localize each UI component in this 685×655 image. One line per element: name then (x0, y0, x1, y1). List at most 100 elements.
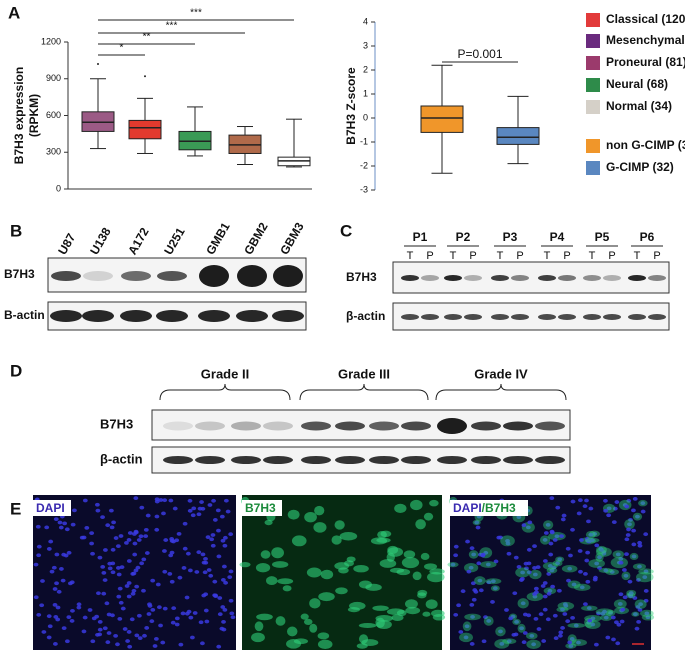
nucleus (588, 532, 594, 537)
nucleus (643, 589, 649, 593)
nucleus (470, 615, 475, 619)
nucleus (468, 565, 474, 570)
lane-label: T (450, 250, 457, 262)
cell-stain (640, 609, 654, 617)
nucleus (212, 518, 218, 522)
nucleus (141, 588, 146, 593)
nucleus (586, 519, 591, 524)
annotation: ** (143, 32, 151, 43)
nucleus (567, 640, 573, 645)
nucleus (583, 571, 588, 576)
nucleus (626, 498, 632, 503)
cell-stain (405, 606, 421, 615)
nucleus (590, 622, 596, 627)
cell-stain (318, 592, 335, 602)
nucleus (136, 538, 142, 542)
nucleus (51, 565, 57, 570)
cell-stain (386, 608, 405, 615)
nucleus (582, 504, 588, 509)
cell-stain (472, 519, 481, 526)
lane-label: P (563, 250, 570, 262)
nucleus (139, 561, 145, 566)
nucleus (203, 556, 208, 561)
label-part: /B7H3 (482, 501, 516, 515)
cell-stain (515, 567, 531, 578)
nucleus (492, 586, 498, 591)
nucleus (103, 548, 108, 552)
nucleus (57, 520, 63, 525)
nucleus (570, 615, 576, 620)
outlier (144, 75, 146, 78)
outlier (97, 63, 99, 66)
nucleus (205, 535, 211, 540)
nucleus (605, 635, 611, 640)
legend-label: Normal (34) (606, 99, 672, 113)
cell-stain (567, 622, 586, 629)
cell-stain (500, 535, 515, 547)
cell-stain (334, 520, 345, 530)
cell-stain (422, 611, 431, 617)
nucleus (102, 626, 108, 631)
nucleus (483, 615, 488, 620)
cell-stain (376, 620, 392, 630)
nucleus (124, 584, 130, 588)
nucleus (40, 579, 45, 583)
nucleus (481, 639, 487, 644)
nucleus (554, 534, 560, 539)
nucleus (131, 588, 137, 593)
nucleus (577, 498, 583, 503)
cell-stain (543, 587, 557, 595)
legend-swatch (586, 100, 600, 114)
nucleus (228, 532, 234, 537)
cell-stain (317, 632, 330, 640)
nucleus (619, 619, 625, 624)
cell-stain (483, 616, 494, 626)
nucleus (116, 572, 122, 577)
blot-band (464, 314, 482, 320)
blot-band (335, 456, 365, 464)
nucleus (512, 591, 518, 596)
nucleus (111, 520, 116, 525)
nucleus (127, 644, 133, 649)
nucleus (609, 570, 615, 574)
y-tick-label: 1200 (41, 36, 61, 46)
nucleus (458, 630, 464, 634)
cell-stain (585, 537, 600, 543)
nucleus (453, 544, 459, 549)
y-tick-label: 0 (56, 183, 61, 193)
nucleus (486, 619, 492, 623)
nucleus (189, 635, 195, 640)
cell-stain (304, 511, 317, 523)
cell-stain (271, 547, 284, 559)
blot-band (471, 421, 501, 431)
cell-stain (391, 614, 404, 621)
cell-stain (605, 609, 616, 617)
nucleus (624, 537, 630, 542)
nucleus (158, 623, 163, 628)
cell-stain (595, 608, 614, 615)
nucleus (560, 607, 565, 612)
nucleus (644, 611, 650, 616)
nucleus (594, 561, 600, 566)
nucleus (506, 551, 512, 556)
nucleus (612, 506, 618, 511)
nucleus (525, 525, 531, 530)
nucleus (150, 578, 156, 583)
nucleus (200, 641, 205, 646)
nucleus (506, 639, 512, 644)
nucleus (178, 642, 184, 647)
nucleus (636, 620, 642, 624)
nucleus (637, 543, 643, 548)
nucleus (132, 541, 138, 546)
nucleus (139, 505, 145, 510)
nucleus (216, 528, 221, 533)
nucleus (547, 563, 553, 568)
nucleus (569, 637, 575, 641)
nucleus (560, 517, 566, 522)
nucleus (79, 535, 85, 540)
nucleus (567, 566, 573, 571)
lane-label: P (608, 250, 615, 262)
nucleus (89, 541, 95, 546)
nucleus (110, 547, 116, 552)
blot-band (237, 265, 267, 287)
